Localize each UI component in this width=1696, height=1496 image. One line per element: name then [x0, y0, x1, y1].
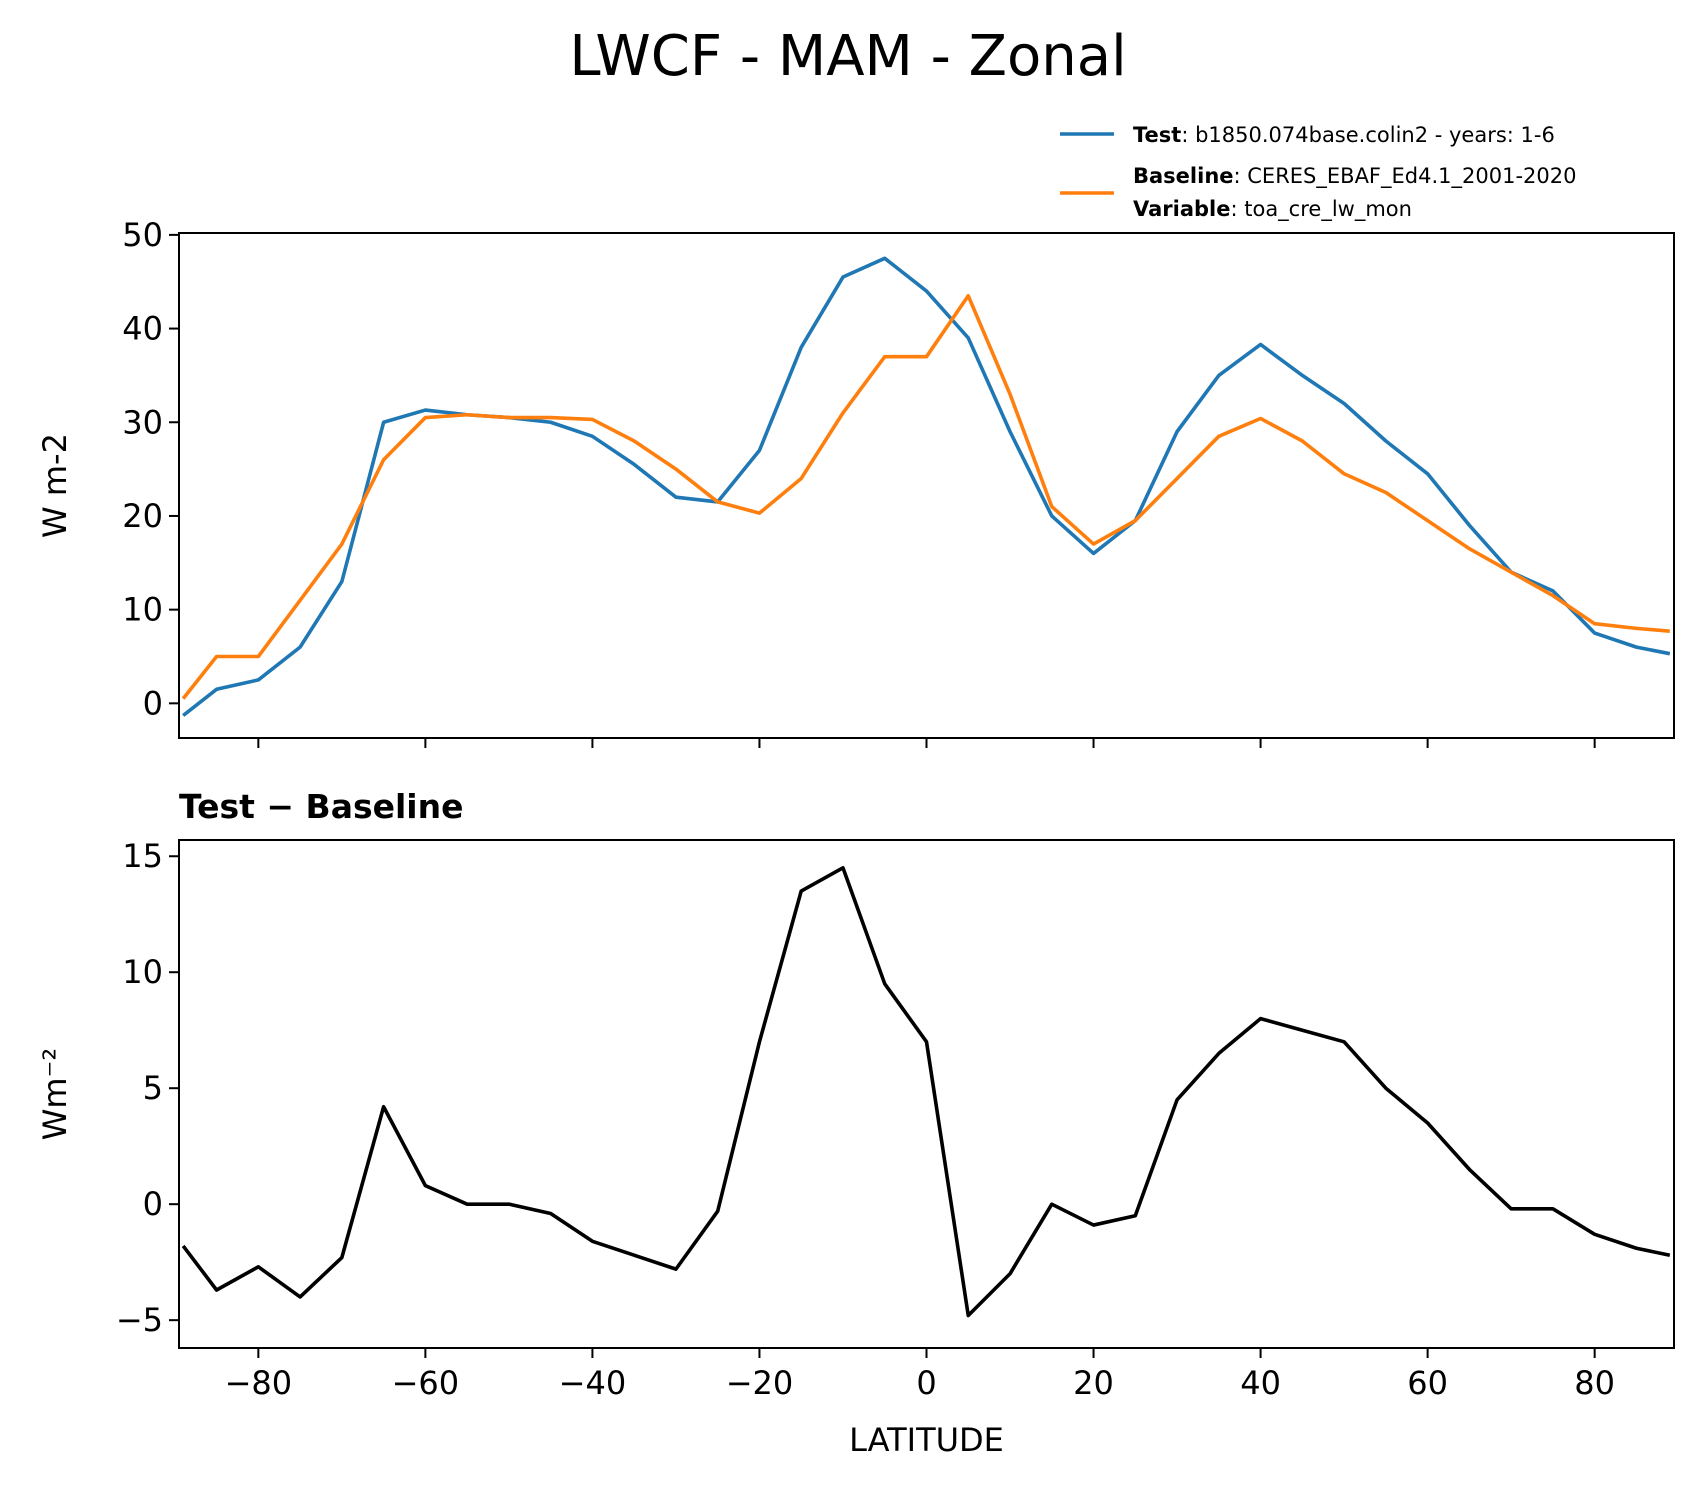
y-tick-label: 40: [122, 310, 163, 348]
x-tick-label: −60: [392, 1364, 460, 1402]
axes-frame: [178, 232, 1675, 739]
y-tick-label: 10: [122, 953, 163, 991]
y-axis-label: W m-2: [36, 433, 74, 538]
y-tick-label: 20: [122, 497, 163, 535]
data-line: [181, 293, 1670, 700]
y-tick-label: −5: [116, 1301, 163, 1339]
y-tick-label: 5: [143, 1069, 163, 1107]
x-tick-label: 60: [1407, 1364, 1448, 1402]
x-tick-label: 40: [1240, 1364, 1281, 1402]
x-tick-label: −80: [225, 1364, 293, 1402]
y-tick-label: 15: [122, 837, 163, 875]
y-axis-label: Wm⁻²: [36, 1048, 74, 1141]
x-axis-label: LATITUDE: [849, 1421, 1004, 1459]
plot-area: [181, 256, 1671, 717]
y-tick-label: 10: [122, 591, 163, 629]
legend-name: Test: [1133, 123, 1181, 147]
legend-description: : b1850.074base.colin2 - years: 1-6: [1181, 123, 1555, 147]
y-tick-label: 0: [143, 684, 163, 722]
subplot-title: Test − Baseline: [179, 787, 464, 826]
legend-description: : CERES_EBAF_Ed4.1_2001-2020: [1234, 164, 1577, 189]
legend-name: Variable: [1133, 197, 1230, 221]
plot-area: [181, 866, 1671, 1318]
data-line: [182, 256, 1671, 717]
legend-entry: Baseline: CERES_EBAF_Ed4.1_2001-2020: [1133, 164, 1576, 189]
y-tick-label: 50: [122, 216, 163, 254]
x-tick-label: −20: [726, 1364, 794, 1402]
y-tick-label: 0: [143, 1185, 163, 1223]
y-tick-label: 30: [122, 403, 163, 441]
legend-description: : toa_cre_lw_mon: [1230, 197, 1411, 222]
x-tick-label: 20: [1073, 1364, 1114, 1402]
figure-title: LWCF - MAM - Zonal: [569, 24, 1126, 89]
x-tick-label: 80: [1574, 1364, 1615, 1402]
x-tick-label: −40: [559, 1364, 627, 1402]
x-tick-label: 0: [916, 1364, 936, 1402]
legend-name: Baseline: [1133, 164, 1234, 188]
legend-entry: Test: b1850.074base.colin2 - years: 1-6: [1133, 123, 1555, 147]
axes-frame: [178, 839, 1675, 1349]
legend-entry: Variable: toa_cre_lw_mon: [1133, 197, 1412, 222]
data-line: [181, 866, 1671, 1318]
